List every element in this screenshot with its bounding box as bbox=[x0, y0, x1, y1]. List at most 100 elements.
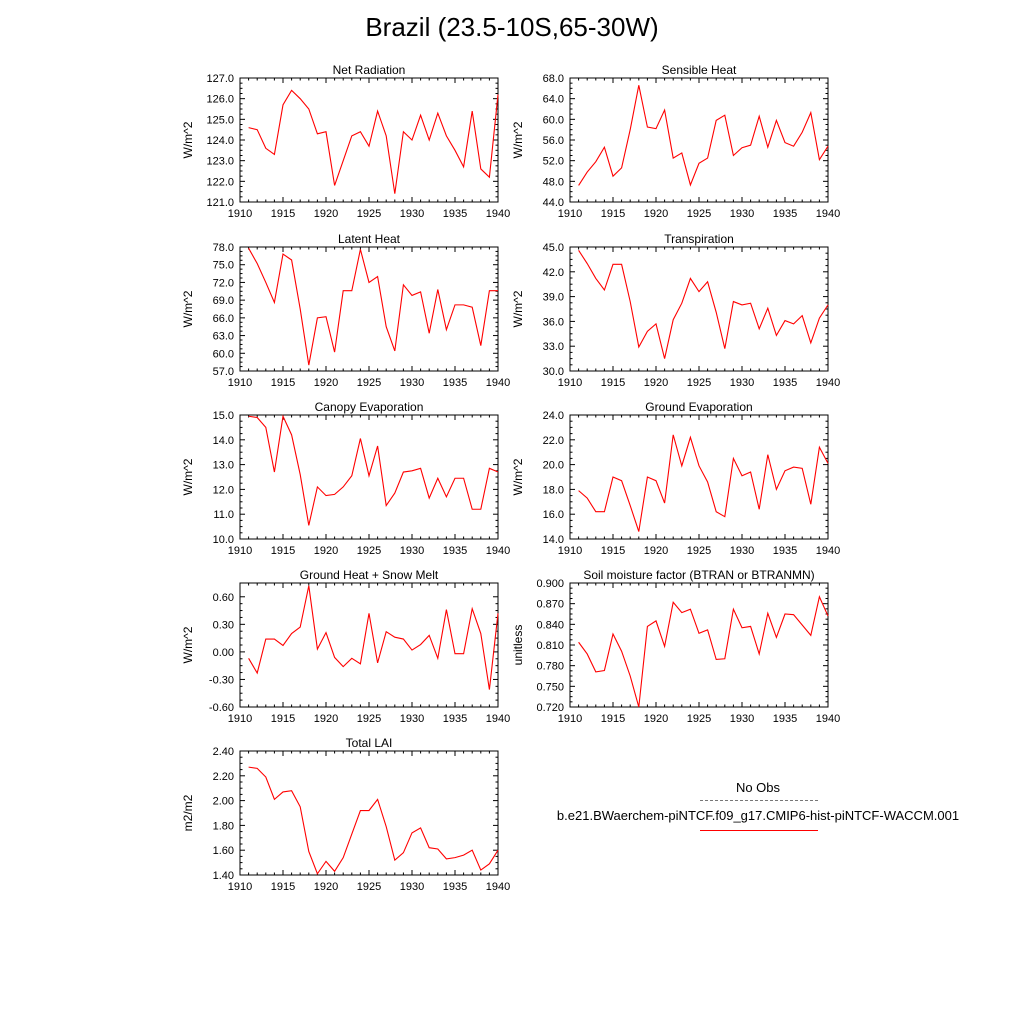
x-tick-label: 1920 bbox=[644, 377, 668, 389]
legend: No Obs b.e21.BWaerchem-piNTCF.f09_g17.CM… bbox=[520, 778, 996, 838]
x-tick-label: 1935 bbox=[443, 208, 467, 220]
y-axis-label: W/m^2 bbox=[181, 290, 195, 327]
y-axis-label: unitless bbox=[511, 625, 525, 666]
y-tick-label: 18.0 bbox=[543, 484, 564, 496]
y-axis-label: W/m^2 bbox=[181, 121, 195, 158]
figure-title: Brazil (23.5-10S,65-30W) bbox=[365, 12, 659, 42]
x-tick-label: 1940 bbox=[816, 713, 840, 725]
series-line bbox=[248, 585, 499, 690]
y-axis-label: W/m^2 bbox=[511, 121, 525, 158]
x-tick-label: 1925 bbox=[357, 377, 381, 389]
x-tick-label: 1910 bbox=[558, 377, 582, 389]
x-tick-label: 1940 bbox=[486, 545, 510, 557]
y-tick-label: 2.00 bbox=[213, 796, 234, 808]
panel-3: Latent Heat W/m^2 1910 1915 1920 1925 1930 1935… bbox=[181, 232, 510, 389]
x-tick-label: 1935 bbox=[773, 208, 797, 220]
plot-frame bbox=[569, 414, 829, 540]
x-tick-label: 1935 bbox=[443, 713, 467, 725]
y-tick-label: 0.870 bbox=[536, 599, 564, 611]
y-tick-label: 30.0 bbox=[543, 366, 564, 378]
panel-title: Ground Heat + Snow Melt bbox=[300, 568, 439, 582]
y-tick-label: 0.840 bbox=[536, 619, 564, 631]
y-tick-label: 20.0 bbox=[543, 460, 564, 472]
x-tick-label: 1910 bbox=[228, 208, 252, 220]
x-tick-label: 1910 bbox=[558, 545, 582, 557]
x-tick-label: 1935 bbox=[443, 377, 467, 389]
y-tick-label: 60.0 bbox=[543, 114, 564, 126]
legend-obs-label: No Obs bbox=[735, 780, 781, 795]
y-tick-label: 125.0 bbox=[206, 114, 234, 126]
x-tick-label: 1940 bbox=[816, 208, 840, 220]
y-tick-label: 24.0 bbox=[543, 410, 564, 422]
x-tick-label: 1915 bbox=[601, 208, 625, 220]
plot-frame bbox=[239, 246, 499, 372]
panel-title: Ground Evaporation bbox=[645, 400, 752, 414]
y-tick-label: 127.0 bbox=[206, 73, 234, 85]
panel-title: Total LAI bbox=[346, 736, 393, 750]
x-tick-label: 1920 bbox=[644, 545, 668, 557]
plot-frame bbox=[239, 582, 499, 708]
y-tick-label: 64.0 bbox=[543, 94, 564, 106]
x-tick-label: 1920 bbox=[314, 545, 338, 557]
panel-title: Latent Heat bbox=[338, 232, 401, 246]
y-tick-label: 60.0 bbox=[213, 348, 234, 360]
x-tick-label: 1930 bbox=[730, 208, 754, 220]
x-tick-label: 1930 bbox=[730, 713, 754, 725]
y-tick-label: 68.0 bbox=[543, 73, 564, 85]
panel-1: Net Radiation W/m^2 1910 1915 1920 1925 1930 19… bbox=[181, 63, 510, 220]
y-axis-label: W/m^2 bbox=[511, 290, 525, 327]
x-tick-label: 1920 bbox=[644, 208, 668, 220]
x-tick-label: 1925 bbox=[687, 377, 711, 389]
panel-title: Net Radiation bbox=[333, 63, 406, 77]
series-line bbox=[248, 766, 499, 875]
x-tick-label: 1940 bbox=[486, 377, 510, 389]
panel-5: Canopy Evaporation W/m^2 1910 1915 1920 1925 1… bbox=[181, 400, 510, 557]
x-tick-label: 1910 bbox=[558, 208, 582, 220]
x-tick-label: 1915 bbox=[271, 208, 295, 220]
y-tick-label: 12.0 bbox=[213, 484, 234, 496]
x-tick-label: 1930 bbox=[400, 377, 424, 389]
series-line bbox=[578, 250, 829, 359]
y-tick-label: 0.750 bbox=[536, 681, 564, 693]
y-tick-label: 78.0 bbox=[213, 242, 234, 254]
x-tick-label: 1935 bbox=[773, 377, 797, 389]
x-tick-label: 1940 bbox=[816, 545, 840, 557]
x-tick-label: 1920 bbox=[314, 377, 338, 389]
y-tick-label: 1.60 bbox=[213, 845, 234, 857]
x-tick-label: 1930 bbox=[400, 713, 424, 725]
y-tick-label: 0.60 bbox=[213, 592, 234, 604]
y-tick-label: 14.0 bbox=[213, 435, 234, 447]
x-tick-label: 1915 bbox=[271, 713, 295, 725]
y-tick-label: -0.60 bbox=[209, 702, 234, 714]
x-tick-label: 1935 bbox=[773, 545, 797, 557]
x-tick-label: 1930 bbox=[730, 377, 754, 389]
y-tick-label: 13.0 bbox=[213, 460, 234, 472]
x-tick-label: 1925 bbox=[357, 208, 381, 220]
panel-title: Sensible Heat bbox=[662, 63, 737, 77]
y-axis-label: W/m^2 bbox=[511, 458, 525, 495]
series-line bbox=[578, 595, 829, 708]
y-tick-label: 44.0 bbox=[543, 197, 564, 209]
y-tick-label: 0.720 bbox=[536, 702, 564, 714]
panel-title: Soil moisture factor (BTRAN or BTRANMN) bbox=[583, 568, 814, 582]
x-tick-label: 1925 bbox=[357, 713, 381, 725]
y-tick-label: 72.0 bbox=[213, 277, 234, 289]
x-tick-label: 1930 bbox=[730, 545, 754, 557]
x-tick-label: 1915 bbox=[271, 545, 295, 557]
x-tick-label: 1930 bbox=[400, 545, 424, 557]
y-tick-label: 36.0 bbox=[543, 316, 564, 328]
y-tick-label: 0.00 bbox=[213, 647, 234, 659]
plot-frame bbox=[569, 77, 829, 203]
x-tick-label: 1920 bbox=[314, 208, 338, 220]
x-tick-label: 1940 bbox=[486, 881, 510, 893]
legend-model-label: b.e21.BWaerchem-piNTCF.f09_g17.CMIP6-his… bbox=[556, 808, 960, 823]
y-tick-label: 39.0 bbox=[543, 292, 564, 304]
panel-8: Soil moisture factor (BTRAN or BTRANMN) u… bbox=[511, 568, 840, 725]
panel-title: Transpiration bbox=[664, 232, 734, 246]
series-line bbox=[578, 434, 829, 532]
y-tick-label: 75.0 bbox=[213, 260, 234, 272]
y-tick-label: 0.780 bbox=[536, 661, 564, 673]
x-tick-label: 1920 bbox=[314, 881, 338, 893]
y-tick-label: 124.0 bbox=[206, 135, 234, 147]
